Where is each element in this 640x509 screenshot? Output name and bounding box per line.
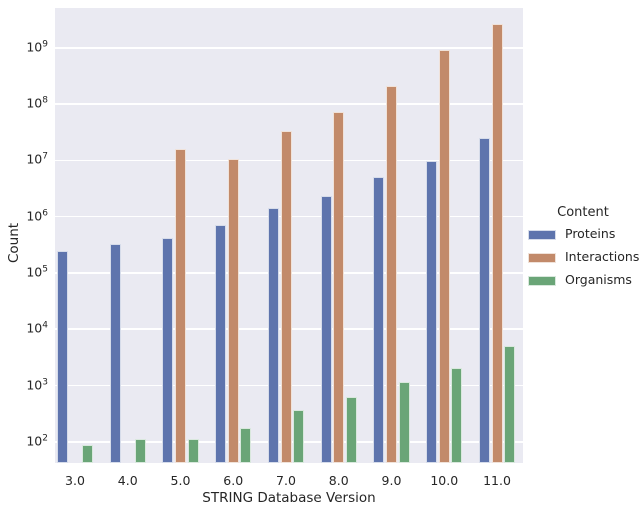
legend-item-proteins: Proteins — [528, 226, 638, 242]
bar-interactions-9.0 — [386, 85, 397, 463]
y-tick-label-10e2: 102 — [26, 433, 48, 449]
legend-swatch-interactions — [528, 252, 556, 263]
bar-interactions-6.0 — [227, 159, 239, 463]
bar-interactions-8.0 — [333, 112, 345, 463]
y-tick-label-10e5: 105 — [26, 264, 48, 280]
x-tick-label-8.0: 8.0 — [328, 473, 349, 488]
bar-organisms-7.0 — [293, 409, 305, 463]
bar-interactions-11.0 — [491, 23, 503, 463]
bar-proteins-9.0 — [373, 177, 385, 463]
legend-rows: Proteins Interactions Organisms — [528, 226, 640, 288]
x-tick-label-4.0: 4.0 — [117, 473, 138, 488]
y-tick-label-10e7: 107 — [26, 151, 48, 168]
bar-organisms-6.0 — [240, 427, 252, 463]
plot-area — [55, 8, 523, 463]
bar-organisms-5.0 — [187, 439, 199, 463]
x-tick-label-5.0: 5.0 — [170, 473, 191, 488]
y-tick-label-10e6: 106 — [26, 208, 48, 224]
x-tick-label-7.0: 7.0 — [276, 473, 296, 488]
bar-organisms-11.0 — [504, 345, 516, 463]
x-tick-label-3.0: 3.0 — [65, 473, 85, 488]
legend-label-interactions: Interactions — [565, 249, 640, 265]
legend-title: Content — [557, 205, 609, 220]
bar-organisms-10.0 — [451, 368, 463, 463]
gridline-10e8 — [55, 103, 523, 105]
bar-proteins-8.0 — [320, 196, 332, 463]
bar-proteins-4.0 — [109, 243, 121, 463]
y-tick-label-10e8: 108 — [26, 95, 48, 111]
legend-item-organisms: Organisms — [528, 272, 638, 288]
bar-interactions-5.0 — [175, 148, 186, 463]
bar-organisms-9.0 — [398, 382, 410, 463]
bar-proteins-6.0 — [215, 225, 227, 463]
y-axis-label: Count — [6, 222, 22, 263]
x-tick-label-9.0: 9.0 — [381, 473, 402, 488]
bar-proteins-11.0 — [478, 138, 490, 463]
gridline-10e9 — [55, 47, 523, 49]
y-tick-label-10e3: 103 — [26, 376, 48, 393]
bar-proteins-7.0 — [267, 208, 279, 463]
legend-label-proteins: Proteins — [565, 226, 616, 242]
bar-interactions-10.0 — [438, 49, 450, 463]
bar-organisms-4.0 — [134, 439, 146, 463]
bar-organisms-8.0 — [345, 396, 357, 463]
x-tick-label-11.0: 11.0 — [483, 473, 511, 488]
bar-organisms-3.0 — [82, 444, 94, 463]
x-tick-label-6.0: 6.0 — [223, 473, 244, 488]
y-tick-label-10e4: 104 — [26, 320, 48, 336]
bar-proteins-5.0 — [162, 237, 174, 463]
x-tick-label-10.0: 10.0 — [430, 473, 459, 488]
bar-proteins-10.0 — [426, 161, 438, 463]
x-axis-label: STRING Database Version — [202, 490, 376, 506]
bar-proteins-3.0 — [56, 250, 68, 463]
legend: Content Proteins Interactions Organisms — [528, 205, 640, 298]
legend-item-interactions: Interactions — [528, 249, 640, 265]
legend-label-organisms: Organisms — [565, 272, 632, 288]
legend-swatch-organisms — [528, 275, 556, 286]
bar-interactions-7.0 — [280, 131, 292, 463]
y-tick-label-10e9: 109 — [26, 39, 48, 55]
legend-swatch-proteins — [528, 229, 556, 240]
